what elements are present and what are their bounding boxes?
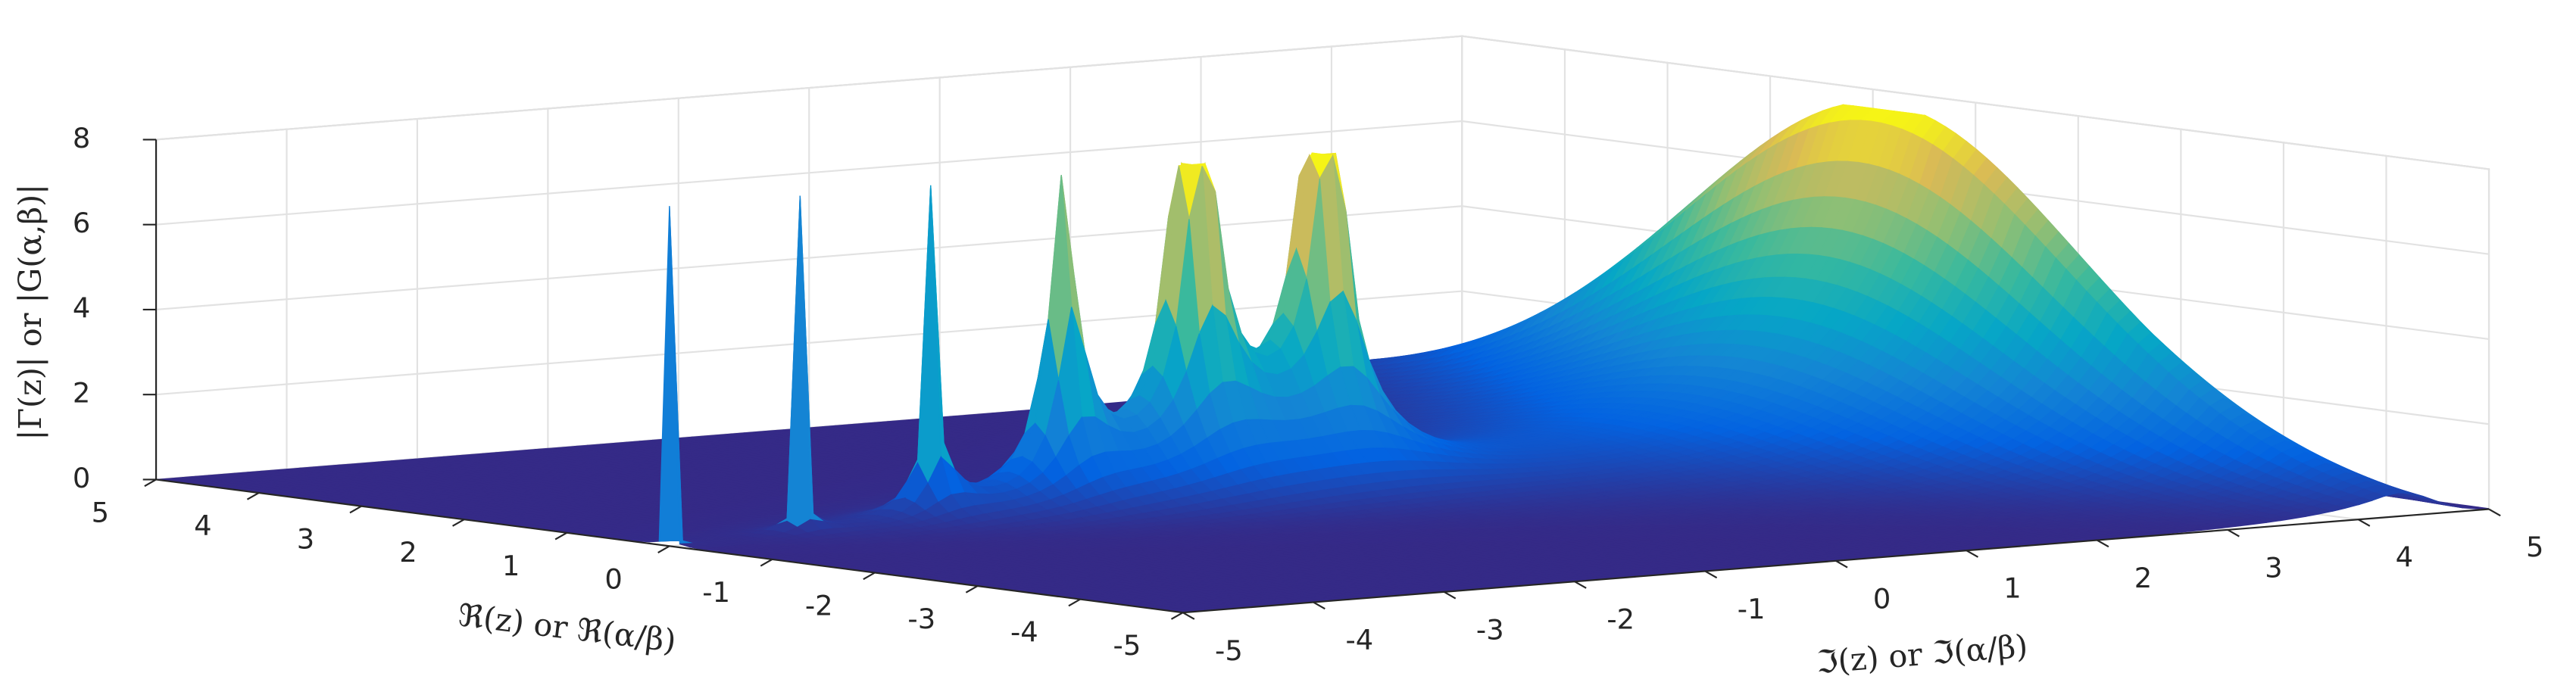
grid-line (155, 290, 1463, 396)
grid-line (155, 205, 1463, 311)
grid-line (1462, 35, 2490, 170)
surface (155, 104, 2490, 613)
grid-line (155, 35, 1463, 141)
grid-line (155, 120, 1463, 226)
